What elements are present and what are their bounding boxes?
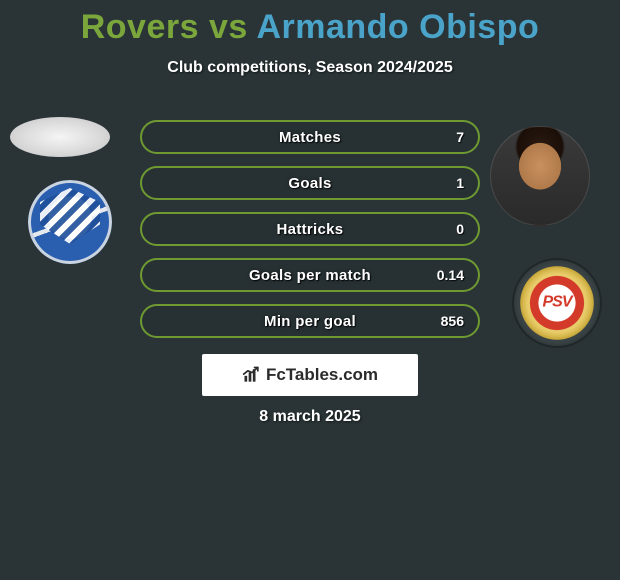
stat-label: Hattricks <box>142 214 478 244</box>
stat-value-right: 1 <box>456 168 464 198</box>
brand-text: FcTables.com <box>266 365 378 385</box>
brand-badge[interactable]: FcTables.com <box>202 354 418 396</box>
stat-row-goals: Goals 1 <box>140 166 480 200</box>
stat-row-matches: Matches 7 <box>140 120 480 154</box>
stat-label: Min per goal <box>142 306 478 336</box>
stat-value-right: 856 <box>441 306 464 336</box>
stats-panel: Matches 7 Goals 1 Hattricks 0 Goals per … <box>140 120 480 350</box>
stat-value-right: 0 <box>456 214 464 244</box>
stat-value-right: 0.14 <box>437 260 464 290</box>
player2-club-badge <box>514 260 600 346</box>
stat-row-hattricks: Hattricks 0 <box>140 212 480 246</box>
title-separator: vs <box>199 8 256 46</box>
page-title: Rovers vs Armando Obispo <box>0 0 620 47</box>
stat-value-right: 7 <box>456 122 464 152</box>
stat-label: Goals <box>142 168 478 198</box>
stat-row-goals-per-match: Goals per match 0.14 <box>140 258 480 292</box>
stat-label: Goals per match <box>142 260 478 290</box>
stat-row-min-per-goal: Min per goal 856 <box>140 304 480 338</box>
player2-avatar <box>490 126 590 226</box>
title-player2: Armando Obispo <box>256 8 539 46</box>
stat-label: Matches <box>142 122 478 152</box>
subtitle: Club competitions, Season 2024/2025 <box>0 59 620 77</box>
title-player1: Rovers <box>81 8 199 46</box>
player1-club-badge <box>28 180 112 264</box>
date-text: 8 march 2025 <box>0 408 620 426</box>
brand-chart-icon <box>242 365 262 385</box>
player1-avatar <box>10 117 110 157</box>
